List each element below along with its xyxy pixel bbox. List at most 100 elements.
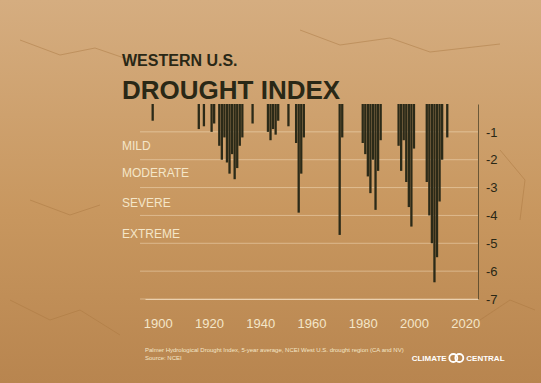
x-axis-line (146, 299, 479, 300)
x-tick-label: 2000 (400, 316, 429, 331)
bar (380, 104, 382, 140)
bar (426, 104, 428, 182)
bar (413, 104, 415, 149)
x-tick-label: 1960 (298, 316, 327, 331)
note: Palmer Hydrological Drought Index, 5-yea… (145, 347, 404, 353)
bar (341, 104, 343, 137)
grid-line (140, 243, 478, 244)
y-axis: -1 -2 -3 -4 -5 -6 -7 (478, 105, 498, 307)
crack (10, 300, 120, 335)
bar (226, 104, 228, 163)
bar (410, 104, 412, 227)
bar (236, 104, 238, 168)
x-tick-label: 1920 (195, 316, 224, 331)
category-label: SEVERE (122, 196, 171, 210)
y-axis-line (478, 105, 479, 300)
x-tick-label: 2020 (451, 316, 480, 331)
bar (372, 104, 374, 160)
title: WESTERN U.S. DROUGHT INDEX (122, 52, 341, 105)
bar (377, 104, 379, 171)
bar (223, 104, 225, 137)
crack (500, 150, 525, 220)
y-tick-label: -4 (486, 208, 498, 223)
x-tick: 1960 (298, 299, 327, 331)
y-tick: -6 (478, 264, 498, 279)
bar (403, 104, 405, 140)
bar (221, 104, 223, 160)
bar (272, 104, 274, 129)
logo-icon (455, 354, 463, 362)
crack (300, 30, 500, 52)
x-tick: 1900 (144, 299, 173, 331)
x-tick: 2020 (451, 299, 480, 331)
y-tick-label: -1 (486, 125, 498, 140)
y-tick: -3 (478, 180, 498, 195)
y-tick: -7 (478, 292, 498, 307)
y-tick-label: -7 (486, 292, 498, 307)
bar (269, 104, 271, 140)
bar (274, 104, 276, 135)
x-tick-label: 1900 (144, 316, 173, 331)
bar (234, 104, 236, 179)
bar (203, 104, 205, 126)
x-tick: 2000 (400, 299, 429, 331)
bar (441, 104, 443, 160)
bar (277, 104, 279, 121)
bar (267, 104, 269, 132)
credit-word: CLIMATE (412, 354, 448, 363)
bar (433, 104, 435, 282)
bar (303, 104, 305, 137)
bar (300, 104, 302, 174)
credit-word: CENTRAL (466, 354, 504, 363)
bar (152, 104, 154, 121)
bar (405, 104, 407, 182)
bar (428, 104, 430, 215)
y-tick-label: -2 (486, 152, 498, 167)
bar (374, 104, 376, 210)
ground-cracks (10, 30, 535, 335)
bar (287, 104, 289, 126)
bar (231, 104, 233, 154)
grid-line (140, 271, 478, 272)
bar (367, 104, 369, 176)
y-tick: -2 (478, 152, 498, 167)
bar (397, 104, 399, 146)
bar (239, 104, 241, 146)
bar (251, 104, 253, 124)
crack (30, 200, 100, 215)
bar (408, 104, 410, 207)
note: Source: NCEI (145, 355, 182, 361)
y-tick-label: -3 (486, 180, 498, 195)
crack (20, 40, 130, 60)
bar (198, 104, 200, 129)
x-axis: 1900 1920 1940 1960 1980 2000 2020 (144, 299, 480, 331)
bar (298, 104, 300, 213)
y-tick: -4 (478, 208, 498, 223)
x-tick: 1920 (195, 299, 224, 331)
y-tick-label: -5 (486, 236, 498, 251)
bar (436, 104, 438, 257)
bar (431, 104, 433, 243)
y-tick-label: -6 (486, 264, 498, 279)
x-tick-label: 1980 (349, 316, 378, 331)
x-tick: 1940 (246, 299, 275, 331)
chart: -1 -2 -3 -4 -5 -6 -7 1900 1920 1940 1960 1980 2000 20… (0, 0, 541, 383)
bar (218, 104, 220, 146)
grid-line (140, 215, 478, 216)
bars (152, 104, 449, 282)
title-line: DROUGHT INDEX (122, 75, 341, 105)
bar (362, 104, 364, 143)
bar (446, 104, 448, 137)
bar (369, 104, 371, 193)
y-tick: -5 (478, 236, 498, 251)
category-label: EXTREME (122, 227, 180, 241)
category-labels: MILD MODERATE SEVERE EXTREME (122, 139, 189, 241)
bar (241, 104, 243, 137)
title-line: WESTERN U.S. (122, 52, 238, 69)
background (0, 0, 541, 383)
x-tick: 1980 (349, 299, 378, 331)
grid-line (140, 299, 478, 300)
category-label: MODERATE (122, 166, 189, 180)
category-label: MILD (122, 139, 151, 153)
bar (295, 104, 297, 143)
